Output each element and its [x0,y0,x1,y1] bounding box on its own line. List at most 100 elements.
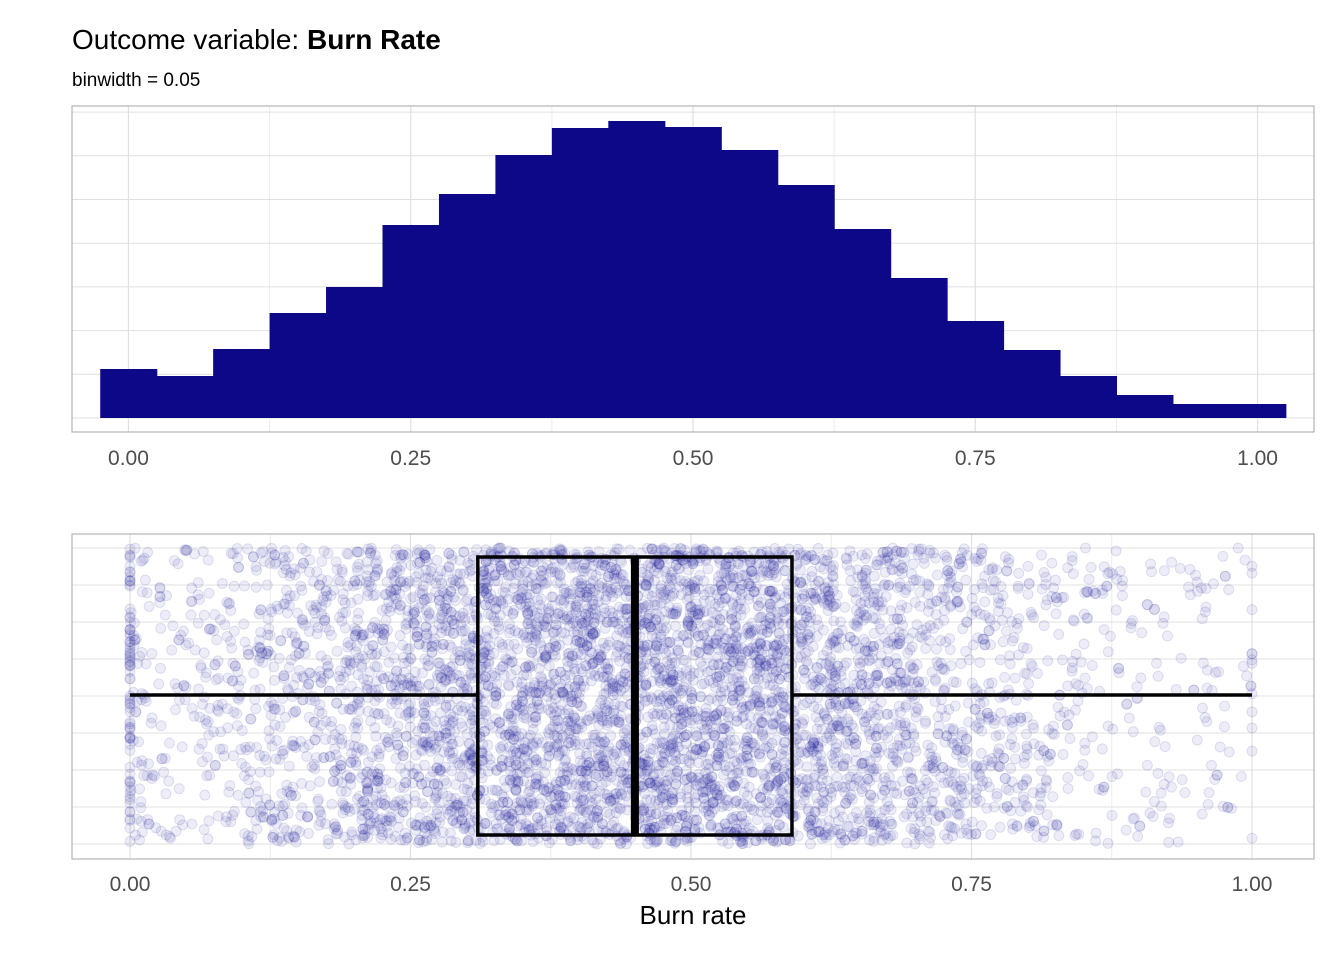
jitter-point [794,564,806,576]
jitter-point [700,758,712,770]
jitter-point [453,736,465,748]
jitter-point [974,770,986,782]
jitter-point [504,627,516,639]
jitter-point [613,624,625,636]
jitter-point [768,567,780,579]
jitter-point [352,593,364,605]
jitter-point [841,553,853,565]
jitter-point [336,733,348,745]
jitter-point [761,740,773,752]
jitter-point [155,720,167,732]
jitter-point [924,826,936,838]
jitter-point [553,746,565,758]
jitter-point [561,769,573,781]
jitter-point [505,669,517,681]
jitter-point [795,576,807,588]
jitter-point [883,800,895,812]
jitter-point [543,660,555,672]
jitter-point [332,774,344,786]
jitter-point [831,780,843,792]
jitter-point [677,684,689,696]
jitter-point [559,755,571,767]
jitter-point [819,555,831,567]
jitter-point [444,699,456,711]
jitter-point [351,793,363,805]
jitter-point [178,625,190,637]
jitter-point [1053,628,1065,640]
jitter-point [1223,584,1235,596]
jitter-point [651,696,663,708]
jitter-point [537,561,549,573]
jitter-point [352,625,364,637]
jitter-point [576,701,588,713]
jitter-point [1026,609,1038,621]
jitter-point [298,742,310,754]
jitter-point [285,654,297,666]
jitter-point [1141,759,1153,771]
jitter-point [994,654,1006,666]
jitter-point [510,774,522,786]
jitter-point [460,595,472,607]
jitter-point [662,674,674,686]
jitter-point [511,797,523,809]
jitter-point [562,683,574,695]
jitter-point [555,805,567,817]
jitter-point [994,729,1006,741]
jitter-point [991,788,1003,800]
jitter-point [542,727,554,739]
jitter-point [713,784,725,796]
jitter-point [842,713,854,725]
jitter-point [817,624,829,636]
jitter-point [1062,562,1074,574]
jitter-point [639,811,651,823]
jitter-point [585,804,597,816]
jitter-point [343,838,355,850]
jitter-point [124,660,136,672]
chart-title: Outcome variable: Burn Rate [72,24,441,56]
jitter-point [854,775,866,787]
jitter-point [709,729,721,741]
jitter-point [601,582,613,594]
jitter-point [580,608,592,620]
jitter-point [906,568,918,580]
jitter-point [1217,550,1229,562]
jitter-point [831,771,843,783]
jitter-point [744,800,756,812]
jitter-point [966,609,978,621]
jitter-point [710,681,722,693]
jitter-point [295,580,307,592]
jitter-point [600,775,612,787]
jitter-point [202,554,214,566]
jitter-point [944,633,956,645]
jitter-point [686,772,698,784]
jitter-point [239,741,251,753]
jitter-point [593,670,605,682]
jitter-point [1170,683,1182,695]
jitter-point [685,685,697,697]
jitter-point [808,701,820,713]
jitter-point [911,619,923,631]
jitter-point [970,788,982,800]
jitter-point [401,679,413,691]
jitter-point [160,788,172,800]
jitter-point [893,626,905,638]
jitter-point [495,727,507,739]
jitter-point [313,804,325,816]
jitter-point [281,825,293,837]
jitter-point [248,667,260,679]
jitter-point [901,766,913,778]
jitter-point [928,805,940,817]
jitter-point [614,755,626,767]
jitter-point [364,666,376,678]
jitter-point [596,779,608,791]
jitter-point [587,586,599,598]
jitter-point [160,829,172,841]
jitter-point [1246,832,1258,844]
jitter-point [891,639,903,651]
jitter-point [136,647,148,659]
jitter-point [484,753,496,765]
jitter-point [551,740,563,752]
jitter-point [1152,670,1164,682]
jitter-point [1111,573,1123,585]
jitter-point [957,751,969,763]
